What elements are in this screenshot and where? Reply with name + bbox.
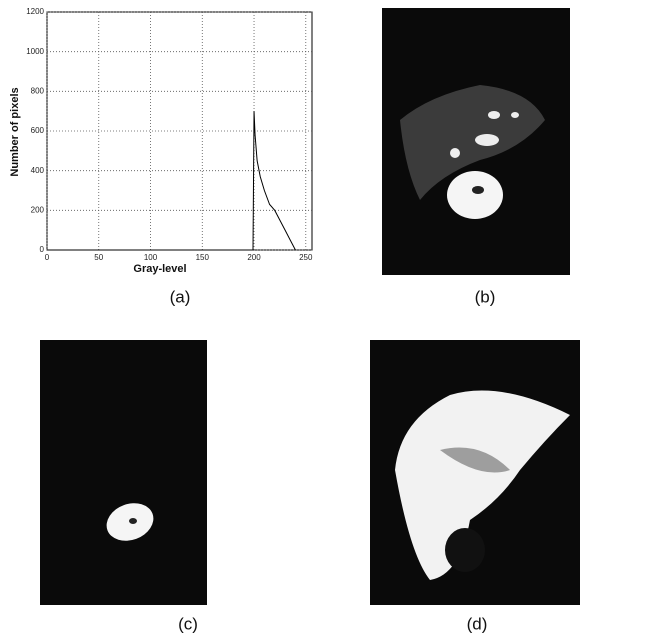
caption: (b) xyxy=(475,287,496,306)
image-d xyxy=(370,340,580,605)
caption: (c) xyxy=(178,614,198,633)
x-tick-label: 250 xyxy=(299,253,313,262)
image-c xyxy=(40,340,207,605)
y-tick-label: 0 xyxy=(40,245,45,254)
y-tick-label: 1000 xyxy=(26,47,44,56)
y-tick-label: 200 xyxy=(31,205,45,214)
y-tick-label: 1200 xyxy=(26,7,44,16)
x-tick-label: 0 xyxy=(45,253,50,262)
y-tick-label: 400 xyxy=(31,166,45,175)
y-tick-label: 600 xyxy=(31,126,45,135)
y-tick-label: 800 xyxy=(31,86,45,95)
x-tick-label: 200 xyxy=(247,253,261,262)
image-b xyxy=(382,8,570,275)
x-axis-label: Gray-level xyxy=(133,263,186,275)
histogram-line xyxy=(47,111,296,251)
x-tick-label: 150 xyxy=(196,253,210,262)
x-tick-label: 50 xyxy=(94,253,103,262)
y-axis-label: Number of pixels xyxy=(9,87,21,176)
x-tick-label: 100 xyxy=(144,253,158,262)
caption: (d) xyxy=(467,614,488,633)
caption: (a) xyxy=(170,287,191,306)
